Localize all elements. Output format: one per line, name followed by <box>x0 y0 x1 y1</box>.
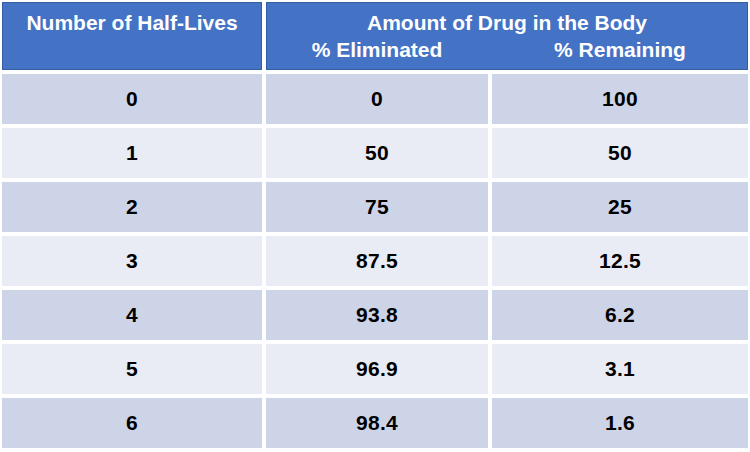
header-cell-number-of-half-lives: Number of Half-Lives <box>2 2 262 70</box>
cell-eliminated-0: 0 <box>266 74 488 124</box>
header-subcolumn-row: % Eliminated % Remaining <box>266 36 748 63</box>
cell-remaining-3: 12.5 <box>492 236 748 286</box>
cell-remaining-5: 3.1 <box>492 344 748 394</box>
cell-eliminated-4: 93.8 <box>266 290 488 340</box>
slide-canvas: Number of Half-Lives Amount of Drug in t… <box>0 0 750 452</box>
header-label-percent-remaining: % Remaining <box>492 36 748 63</box>
cell-remaining-2: 25 <box>492 182 748 232</box>
cell-remaining-0: 100 <box>492 74 748 124</box>
header-cell-amount-of-drug-group: Amount of Drug in the Body % Eliminated … <box>266 2 748 70</box>
cell-half-lives-3: 3 <box>2 236 262 286</box>
header-label-number-of-half-lives: Number of Half-Lives <box>26 11 237 35</box>
cell-eliminated-1: 50 <box>266 128 488 178</box>
cell-eliminated-6: 98.4 <box>266 398 488 448</box>
cell-half-lives-1: 1 <box>2 128 262 178</box>
cell-remaining-6: 1.6 <box>492 398 748 448</box>
cell-eliminated-5: 96.9 <box>266 344 488 394</box>
cell-eliminated-2: 75 <box>266 182 488 232</box>
cell-remaining-1: 50 <box>492 128 748 178</box>
cell-half-lives-6: 6 <box>2 398 262 448</box>
cell-eliminated-3: 87.5 <box>266 236 488 286</box>
cell-remaining-4: 6.2 <box>492 290 748 340</box>
cell-half-lives-2: 2 <box>2 182 262 232</box>
half-life-table: Number of Half-Lives Amount of Drug in t… <box>0 0 750 452</box>
header-label-percent-eliminated: % Eliminated <box>266 36 488 63</box>
header-group-title: Amount of Drug in the Body <box>266 9 748 36</box>
cell-half-lives-0: 0 <box>2 74 262 124</box>
cell-half-lives-4: 4 <box>2 290 262 340</box>
cell-half-lives-5: 5 <box>2 344 262 394</box>
